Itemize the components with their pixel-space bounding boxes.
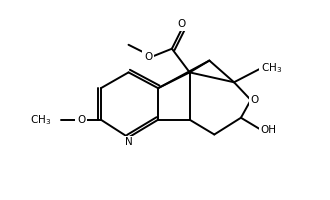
Text: O: O (251, 95, 259, 105)
Text: O: O (144, 52, 152, 62)
Text: N: N (125, 137, 132, 147)
Text: CH$_3$: CH$_3$ (30, 113, 51, 127)
Text: CH$_3$: CH$_3$ (261, 62, 282, 75)
Text: OH: OH (261, 125, 277, 135)
Text: O: O (77, 115, 85, 125)
Text: O: O (178, 19, 186, 29)
